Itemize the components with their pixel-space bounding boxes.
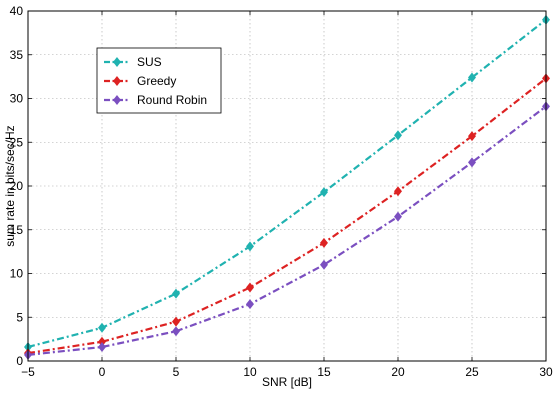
axis-ticks <box>27 10 547 362</box>
y-tick-label: 0 <box>16 354 23 368</box>
y-tick-label: 15 <box>10 223 24 237</box>
data-point <box>320 187 328 198</box>
data-point <box>320 237 328 248</box>
legend-label: Greedy <box>137 74 176 88</box>
data-point <box>468 72 476 83</box>
y-tick-label: 20 <box>10 179 24 193</box>
legend: SUS Greedy Round Robin <box>96 47 222 114</box>
x-tick-label: 30 <box>539 365 553 379</box>
legend-marker <box>113 76 121 86</box>
y-tick-label: 35 <box>10 48 24 62</box>
data-point <box>246 282 254 293</box>
x-tick-label: 0 <box>99 365 106 379</box>
data-point <box>172 316 180 327</box>
data-point <box>172 288 180 299</box>
x-tick-label: 10 <box>243 365 257 379</box>
legend-marker <box>113 95 121 105</box>
x-tick-label: 25 <box>465 365 479 379</box>
data-point <box>246 299 254 310</box>
legend-label: Round Robin <box>137 93 207 107</box>
x-axis-label: SNR [dB] <box>262 375 312 389</box>
y-tick-label: 40 <box>10 4 24 18</box>
y-tick-label: 25 <box>10 135 24 149</box>
series-line <box>27 105 547 356</box>
series-line <box>27 18 547 349</box>
x-tick-label: 20 <box>391 365 405 379</box>
data-point <box>468 131 476 142</box>
data-point <box>98 322 106 333</box>
series-sus <box>24 14 550 352</box>
data-point <box>394 186 402 197</box>
x-tick-label: 5 <box>173 365 180 379</box>
data-point <box>320 259 328 270</box>
y-axis-label: sum rate in bits/sec/Hz <box>3 125 17 246</box>
data-point <box>394 211 402 222</box>
data-point <box>172 326 180 337</box>
data-point <box>98 342 106 352</box>
legend-entry: Round Robin <box>104 93 207 107</box>
x-tick-label: 15 <box>317 365 331 379</box>
series-round-robin <box>24 101 550 360</box>
y-tick-label: 30 <box>10 92 24 106</box>
data-point <box>394 130 402 141</box>
y-tick-label: 10 <box>10 267 24 281</box>
x-tick-label: −5 <box>21 365 35 379</box>
legend-label: SUS <box>137 55 162 69</box>
legend-entry: SUS <box>104 55 162 69</box>
legend-marker <box>113 57 121 67</box>
series-line <box>27 77 547 355</box>
data-point <box>468 157 476 168</box>
legend-entry: Greedy <box>104 74 176 88</box>
data-point <box>246 241 254 252</box>
y-tick-label: 5 <box>16 310 23 324</box>
